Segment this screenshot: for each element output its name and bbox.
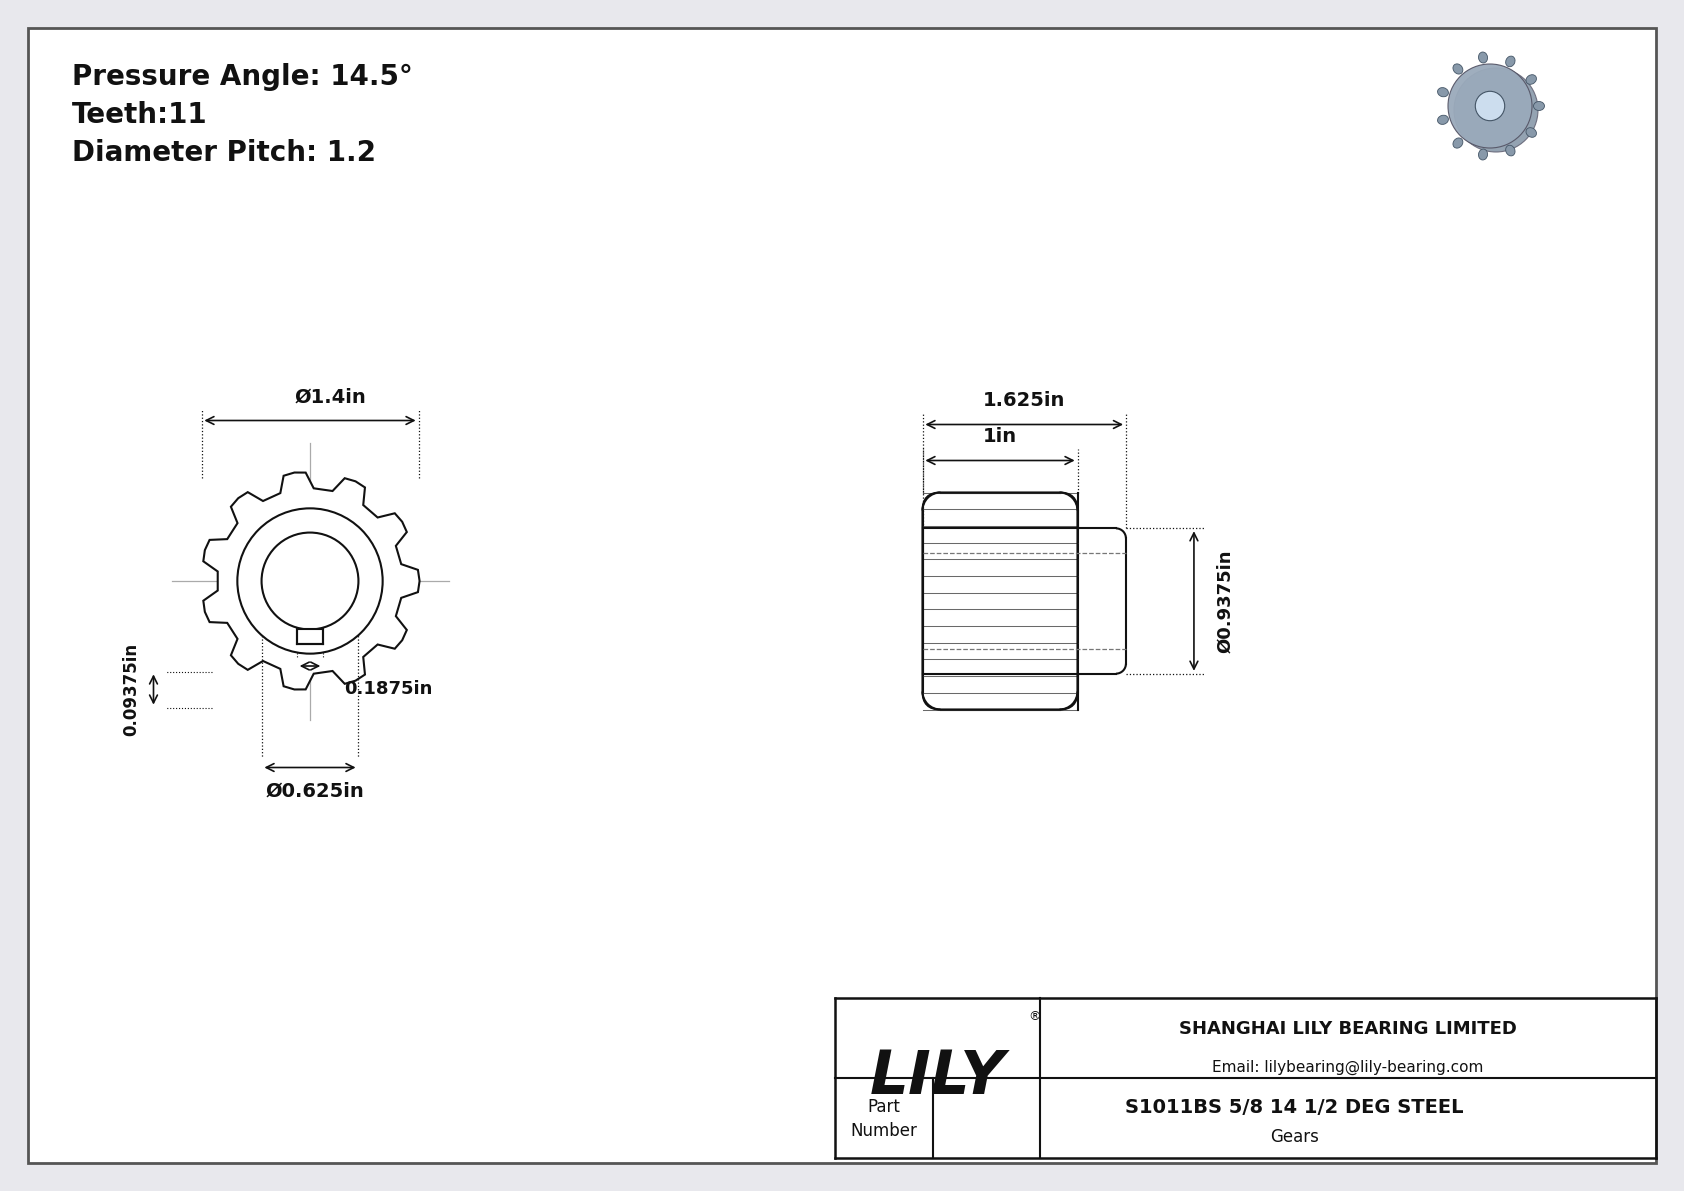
Ellipse shape — [1438, 116, 1448, 124]
Text: Pressure Angle: 14.5°: Pressure Angle: 14.5° — [72, 63, 413, 91]
Text: Diameter Pitch: 1.2: Diameter Pitch: 1.2 — [72, 139, 376, 167]
Text: Ø0.9375in: Ø0.9375in — [1216, 549, 1234, 653]
Bar — [1078, 529, 1127, 674]
Ellipse shape — [1453, 64, 1463, 74]
Ellipse shape — [1526, 127, 1536, 137]
Circle shape — [1475, 92, 1505, 120]
Bar — [296, 629, 323, 644]
Text: 0.1875in: 0.1875in — [344, 680, 433, 698]
Ellipse shape — [1453, 138, 1463, 148]
Circle shape — [1448, 64, 1532, 148]
Text: Part: Part — [867, 1098, 901, 1116]
Ellipse shape — [1479, 149, 1487, 160]
Circle shape — [261, 532, 359, 629]
Circle shape — [1453, 68, 1537, 152]
Text: SHANGHAI LILY BEARING LIMITED: SHANGHAI LILY BEARING LIMITED — [1179, 1019, 1517, 1039]
Text: Email: lilybearing@lily-bearing.com: Email: lilybearing@lily-bearing.com — [1212, 1060, 1484, 1075]
FancyBboxPatch shape — [923, 493, 1078, 710]
Text: Ø0.625in: Ø0.625in — [266, 781, 364, 800]
Ellipse shape — [1505, 145, 1516, 156]
Ellipse shape — [1479, 52, 1487, 63]
Ellipse shape — [1526, 75, 1536, 85]
Text: Teeth:11: Teeth:11 — [72, 101, 207, 129]
Text: ®: ® — [1029, 1010, 1041, 1023]
Circle shape — [237, 509, 382, 654]
Ellipse shape — [1505, 56, 1516, 67]
Text: Ø1.4in: Ø1.4in — [295, 387, 365, 406]
Text: S1011BS 5/8 14 1/2 DEG STEEL: S1011BS 5/8 14 1/2 DEG STEEL — [1125, 1098, 1463, 1117]
Ellipse shape — [1534, 101, 1544, 111]
Ellipse shape — [1438, 88, 1448, 96]
Text: LILY: LILY — [869, 1048, 1005, 1108]
Text: 1in: 1in — [983, 428, 1017, 447]
Text: Number: Number — [850, 1122, 918, 1140]
Text: 0.09375in: 0.09375in — [123, 643, 140, 736]
Text: 1.625in: 1.625in — [983, 392, 1066, 411]
Polygon shape — [204, 473, 419, 690]
Text: Gears: Gears — [1270, 1128, 1319, 1146]
